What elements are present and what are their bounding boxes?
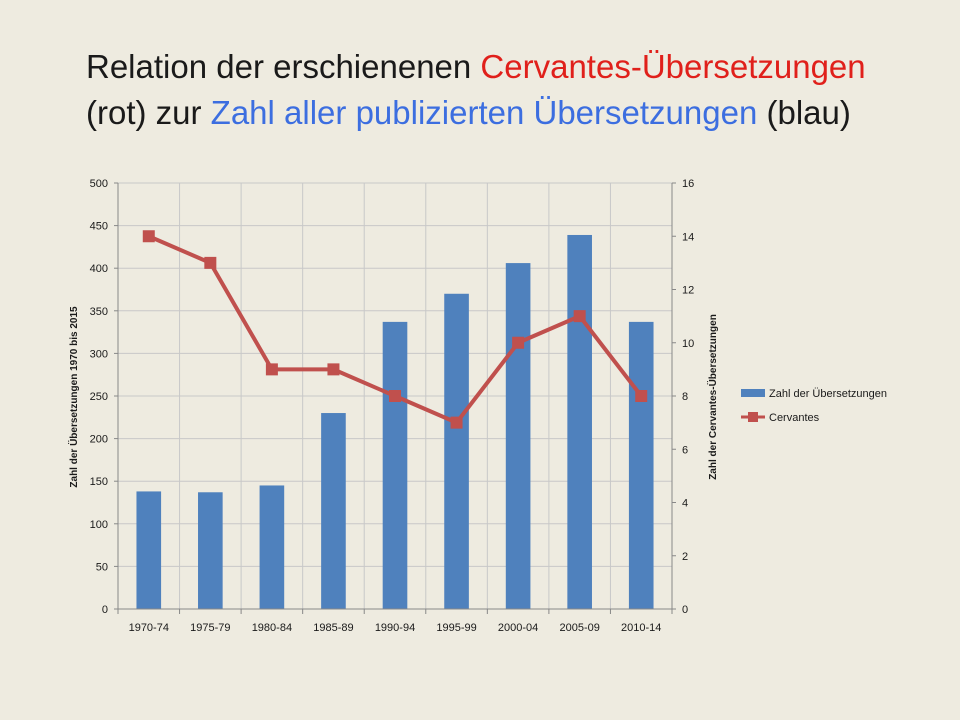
line-marker bbox=[142, 230, 155, 243]
bar bbox=[444, 293, 469, 609]
y-tick-label: 200 bbox=[90, 434, 108, 446]
legend-bar-swatch bbox=[741, 389, 765, 397]
y-axis-label: Zahl der Übersetzungen 1970 bis 2015 bbox=[67, 306, 80, 488]
x-tick-label: 2010-14 bbox=[621, 622, 661, 634]
y2-tick-label: 10 bbox=[682, 338, 694, 350]
bar bbox=[505, 263, 531, 609]
y-tick-label: 400 bbox=[90, 263, 108, 275]
y2-tick-label: 0 bbox=[682, 604, 688, 616]
x-tick-label: 1985-89 bbox=[313, 622, 353, 634]
y2-tick-label: 2 bbox=[682, 551, 688, 563]
bar bbox=[136, 491, 162, 609]
tick-labels: 0 50 100 150 200 250 300 350 400 450 500 0 2 4 6 8 10 12 1… bbox=[90, 178, 695, 634]
x-tick-label: 1975-79 bbox=[190, 622, 230, 634]
y-tick-label: 350 bbox=[90, 306, 108, 318]
line-marker bbox=[450, 416, 463, 429]
bar bbox=[198, 492, 223, 609]
y2-tick-label: 6 bbox=[682, 444, 688, 456]
bar bbox=[567, 234, 592, 610]
y2-axis-label: Zahl der Cervantes-Übersetzungen bbox=[706, 314, 719, 480]
line-marker bbox=[512, 336, 525, 349]
bar bbox=[259, 485, 285, 609]
line-marker bbox=[389, 390, 401, 402]
line-marker bbox=[635, 390, 648, 402]
y-tick-label: 450 bbox=[90, 221, 108, 233]
title-part-1: Relation der erschienenen bbox=[86, 48, 481, 85]
line-series bbox=[142, 230, 648, 429]
x-tick-label: 1980-84 bbox=[252, 622, 292, 634]
y-tick-label: 50 bbox=[96, 561, 108, 573]
line-marker bbox=[204, 256, 217, 269]
y-tick-label: 150 bbox=[90, 476, 108, 488]
y2-tick-label: 12 bbox=[682, 285, 694, 297]
x-tick-label: 2000-04 bbox=[498, 622, 538, 634]
axes bbox=[114, 182, 676, 614]
y2-tick-label: 14 bbox=[682, 231, 694, 243]
title-part-3: (blau) bbox=[757, 94, 851, 131]
y2-tick-label: 8 bbox=[682, 391, 688, 403]
title-part-2: (rot) zur bbox=[86, 94, 211, 131]
legend-line-marker bbox=[748, 412, 758, 422]
x-tick-label: 1990-94 bbox=[375, 622, 415, 634]
y2-tick-label: 16 bbox=[682, 178, 694, 190]
bar bbox=[382, 321, 408, 609]
bar bbox=[628, 321, 654, 609]
y-tick-label: 0 bbox=[102, 604, 108, 616]
line-marker bbox=[265, 363, 278, 376]
title-all-translations: Zahl aller publizierten Übersetzungen bbox=[210, 94, 758, 131]
legend-bar-label: Zahl der Übersetzungen bbox=[769, 388, 887, 400]
x-tick-label: 1995-99 bbox=[436, 622, 476, 634]
bar bbox=[321, 413, 346, 609]
line-marker bbox=[327, 363, 340, 376]
y-tick-label: 300 bbox=[90, 348, 108, 360]
x-tick-label: 2005-09 bbox=[559, 622, 599, 634]
slide-title: Relation der erschienenen Cervantes-Über… bbox=[86, 44, 906, 136]
y2-tick-label: 4 bbox=[682, 498, 688, 510]
x-tick-label: 1970-74 bbox=[129, 622, 169, 634]
legend-line-label: Cervantes bbox=[769, 412, 820, 424]
y-tick-label: 250 bbox=[90, 391, 108, 403]
title-cervantes: Cervantes-Übersetzungen bbox=[480, 48, 866, 85]
bar-series bbox=[136, 234, 654, 610]
y-tick-label: 100 bbox=[90, 519, 108, 531]
y-tick-label: 500 bbox=[90, 178, 108, 190]
legend: Zahl der Übersetzungen Cervantes bbox=[741, 388, 887, 424]
line-marker bbox=[573, 310, 586, 323]
